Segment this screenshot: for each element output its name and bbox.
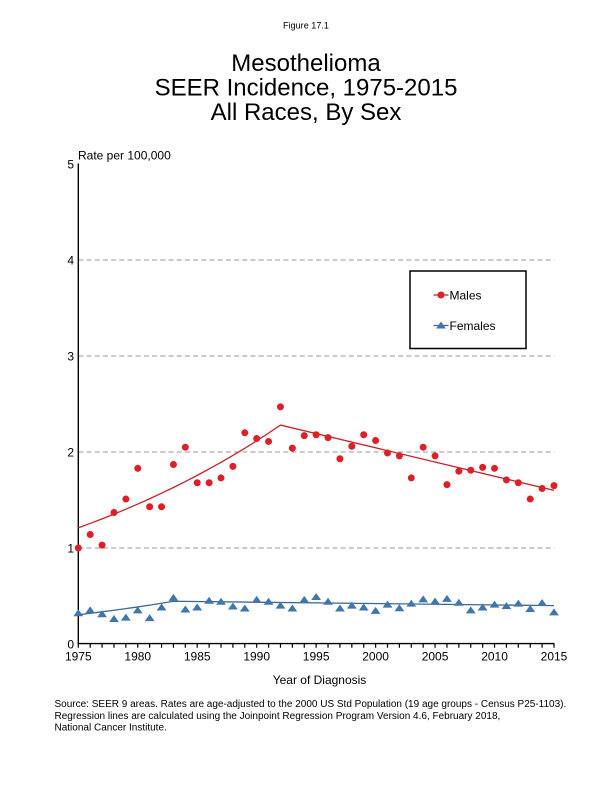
svg-text:Year of Diagnosis: Year of Diagnosis bbox=[273, 673, 367, 687]
svg-text:2: 2 bbox=[67, 445, 74, 459]
svg-text:1: 1 bbox=[67, 541, 74, 555]
svg-text:2010: 2010 bbox=[481, 650, 508, 664]
svg-text:3: 3 bbox=[67, 349, 74, 363]
svg-text:0: 0 bbox=[67, 637, 74, 651]
svg-text:SEER Incidence, 1975-2015: SEER Incidence, 1975-2015 bbox=[155, 74, 458, 101]
svg-text:4: 4 bbox=[67, 253, 74, 267]
svg-text:Figure 17.1: Figure 17.1 bbox=[283, 20, 329, 30]
svg-text:5: 5 bbox=[67, 157, 74, 171]
svg-text:Males: Males bbox=[450, 289, 482, 303]
svg-text:1995: 1995 bbox=[303, 650, 330, 664]
svg-text:Regression lines are calculate: Regression lines are calculated using th… bbox=[55, 711, 501, 722]
svg-text:Mesothelioma: Mesothelioma bbox=[231, 50, 381, 77]
svg-text:2015: 2015 bbox=[541, 650, 568, 664]
svg-text:All Races, By Sex: All Races, By Sex bbox=[211, 99, 402, 126]
svg-text:1985: 1985 bbox=[184, 650, 211, 664]
svg-text:1990: 1990 bbox=[243, 650, 270, 664]
svg-text:2000: 2000 bbox=[362, 650, 389, 664]
svg-text:Rate per 100,000: Rate per 100,000 bbox=[78, 149, 171, 163]
svg-text:Females: Females bbox=[450, 319, 496, 333]
svg-text:Source: SEER 9 areas. Rates ar: Source: SEER 9 areas. Rates are age-adju… bbox=[55, 699, 567, 710]
svg-text:2005: 2005 bbox=[422, 650, 449, 664]
svg-text:1980: 1980 bbox=[124, 650, 151, 664]
svg-text:National Cancer Institute.: National Cancer Institute. bbox=[55, 723, 167, 734]
svg-text:1975: 1975 bbox=[65, 650, 92, 664]
